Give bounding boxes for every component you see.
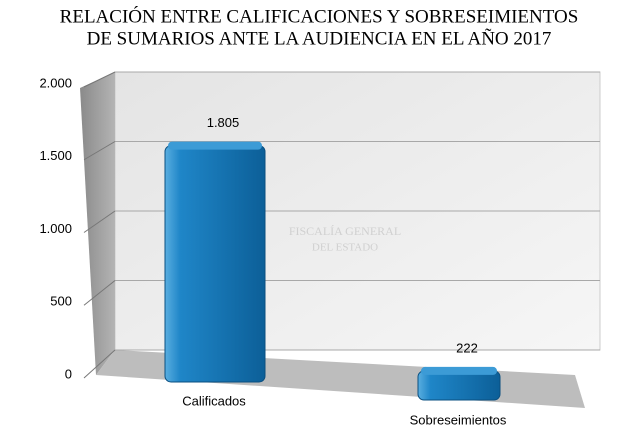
grid-line: [83, 349, 116, 379]
x-tick-label: Calificados: [182, 393, 246, 408]
chart-title: DE SUMARIOS ANTE LA AUDIENCIA EN EL AÑO …: [87, 27, 552, 49]
value-label: 1.805: [207, 115, 240, 130]
x-tick-label: Sobreseimientos: [410, 412, 507, 427]
grid-line: [83, 210, 116, 233]
bar-top: [168, 141, 262, 150]
value-label: 222: [456, 340, 478, 355]
bar: [417, 370, 501, 401]
watermark: FISCALÍA GENERAL: [289, 224, 401, 238]
bar-top: [421, 366, 497, 375]
grid-line: [83, 280, 116, 306]
y-tick-label: 0: [65, 366, 72, 381]
chart-title: RELACIÓN ENTRE CALIFICACIONES Y SOBRESEI…: [60, 5, 579, 27]
watermark: DEL ESTADO: [312, 242, 378, 254]
y-tick-label: 1.000: [39, 221, 72, 236]
y-tick-label: 2.000: [39, 75, 72, 90]
y-tick-label: 1.500: [39, 148, 72, 163]
y-tick-label: 500: [50, 294, 72, 309]
grid-line: [83, 141, 116, 161]
bar: [164, 145, 266, 383]
grid-line: [83, 71, 116, 88]
